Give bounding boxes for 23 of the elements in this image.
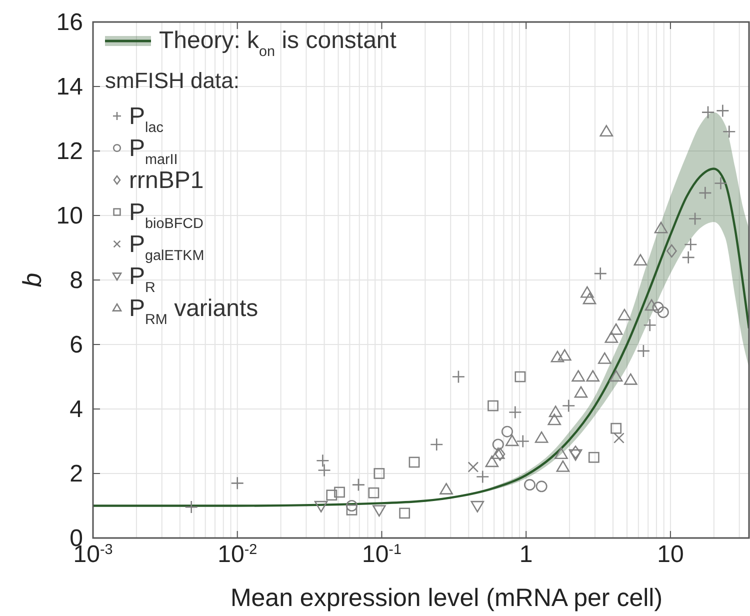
legend-label: P$_{R}$ [129,263,156,296]
x-tick-label: 1 [519,541,533,568]
legend-label: P$_{galETKM}$ [129,231,204,264]
legend-label: Theory: k$_{on}$ is constant [159,27,397,60]
y-tick-label: 4 [70,396,83,423]
legend-label: rrnBP1 [129,167,204,194]
legend-label: P$_{bioBFCD}$ [129,199,204,232]
y-tick-label: 12 [56,138,83,165]
legend-title: smFISH data: [105,68,240,93]
legend-label: P$_{RM}$ variants [129,295,258,328]
legend-label: P$_{lac}$ [129,103,164,136]
x-tick-label: 10$^{-2}$ [218,541,258,568]
y-tick-label: 10 [56,202,83,230]
legend-label: P$_{marII}$ [129,135,178,168]
y-axis-title: b [17,272,47,288]
y-tick-label: 8 [70,267,83,294]
y-tick-label: 16 [56,9,83,36]
y-tick-label: 14 [56,74,83,100]
y-tick-label: 6 [70,332,83,358]
y-tick-label: 2 [70,460,83,488]
x-tick-label: 10 [657,541,684,568]
x-tick-label: 10$^{-1}$ [362,541,402,568]
x-axis-title: Mean expression level (mRNA per cell) [230,584,663,612]
